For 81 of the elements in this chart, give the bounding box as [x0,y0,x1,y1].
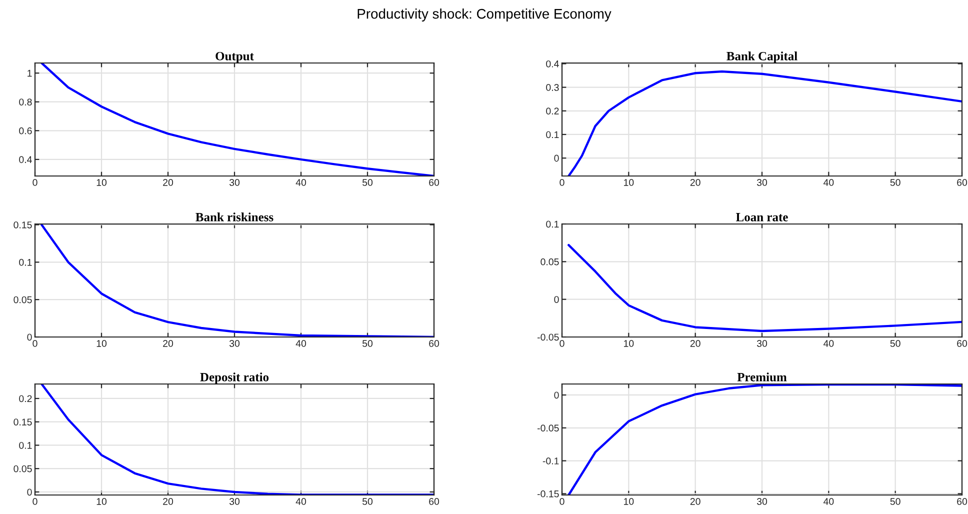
x-tick-label: 30 [756,179,768,186]
chart-title: Bank Capital [726,52,798,63]
y-tick-label: 0.8 [19,98,32,106]
y-tick-label: -0.15 [537,490,559,498]
x-tick-label: 0 [32,498,38,505]
x-tick-label: 0 [32,340,38,347]
chart-title: Output [216,52,254,63]
y-tick-label: 0.1 [546,220,559,228]
y-tick-label: 0.2 [19,395,32,402]
x-tick-label: 10 [624,340,634,347]
x-tick-label: 30 [229,340,240,347]
x-tick-label: 40 [823,498,834,505]
x-tick-label: 60 [957,498,968,505]
x-tick-label: 60 [429,498,440,505]
x-tick-label: 40 [296,340,306,347]
y-tick-label: -0.05 [537,334,559,341]
x-tick-label: 30 [229,498,240,505]
x-tick-label: 10 [624,498,634,505]
x-tick-label: 20 [163,498,174,505]
y-tick-label: 0.15 [14,221,32,228]
line-series [40,224,434,337]
x-tick-label: 20 [163,179,174,186]
y-tick-label: -0.1 [542,458,559,464]
chart-title: Deposit ratio [200,372,269,384]
chart-title: Premium [737,372,787,382]
y-tick-label: 0 [554,154,559,162]
chart-title: Loan rate [736,213,788,222]
x-tick-label: 0 [560,498,564,505]
y-tick-label: 0.4 [19,156,32,164]
y-tick-label: 0.4 [546,60,559,68]
line-series [40,384,434,495]
y-tick-label: 1 [28,70,32,77]
y-tick-label: 0.2 [546,108,559,115]
x-tick-label: 50 [890,498,900,505]
y-tick-label: 0.15 [14,418,32,426]
x-tick-label: 50 [890,179,900,186]
y-tick-label: 0.05 [14,465,32,472]
x-tick-label: 20 [163,340,174,347]
x-tick-label: 40 [296,179,306,186]
x-tick-label: 40 [296,498,306,505]
x-tick-label: 10 [96,179,107,186]
y-tick-label: 0 [27,334,32,341]
x-tick-label: 50 [362,340,373,347]
y-tick-label: 0.3 [546,84,559,91]
line-series [568,384,962,495]
x-tick-label: 60 [957,340,968,347]
y-tick-label: 0 [554,296,559,303]
x-tick-label: 50 [890,340,900,347]
y-tick-label: 0 [27,488,32,496]
x-tick-label: 10 [96,340,107,347]
x-tick-label: 0 [560,179,564,186]
x-tick-label: 30 [756,498,768,505]
x-tick-label: 20 [690,179,700,186]
y-tick-label: 0.05 [14,296,32,304]
x-tick-label: 30 [229,179,240,186]
y-tick-label: 0 [554,392,559,399]
line-series [40,63,434,176]
line-series [568,70,962,176]
x-tick-label: 40 [823,179,834,186]
x-tick-label: 30 [756,340,768,347]
y-tick-label: 0.6 [19,127,32,134]
x-tick-label: 10 [96,498,107,505]
y-tick-label: 0.05 [540,258,559,266]
x-tick-label: 50 [362,498,373,505]
x-tick-label: 60 [429,179,440,186]
x-tick-label: 60 [957,179,968,186]
chart-title: Bank riskiness [196,212,274,222]
line-series [568,244,962,332]
x-tick-label: 10 [624,179,634,186]
x-tick-label: 60 [429,340,440,347]
x-tick-label: 50 [362,179,373,186]
x-tick-label: 0 [560,340,564,347]
x-tick-label: 0 [32,179,38,186]
y-tick-label: 0.1 [19,442,32,449]
y-tick-label: 0.1 [546,131,559,138]
y-tick-label: -0.05 [537,424,559,432]
x-tick-label: 40 [823,340,834,347]
y-tick-label: 0.1 [19,258,32,266]
text: Productivity shock: Competitive Economy [358,8,612,22]
x-tick-label: 20 [690,340,700,347]
x-tick-label: 20 [690,498,700,505]
